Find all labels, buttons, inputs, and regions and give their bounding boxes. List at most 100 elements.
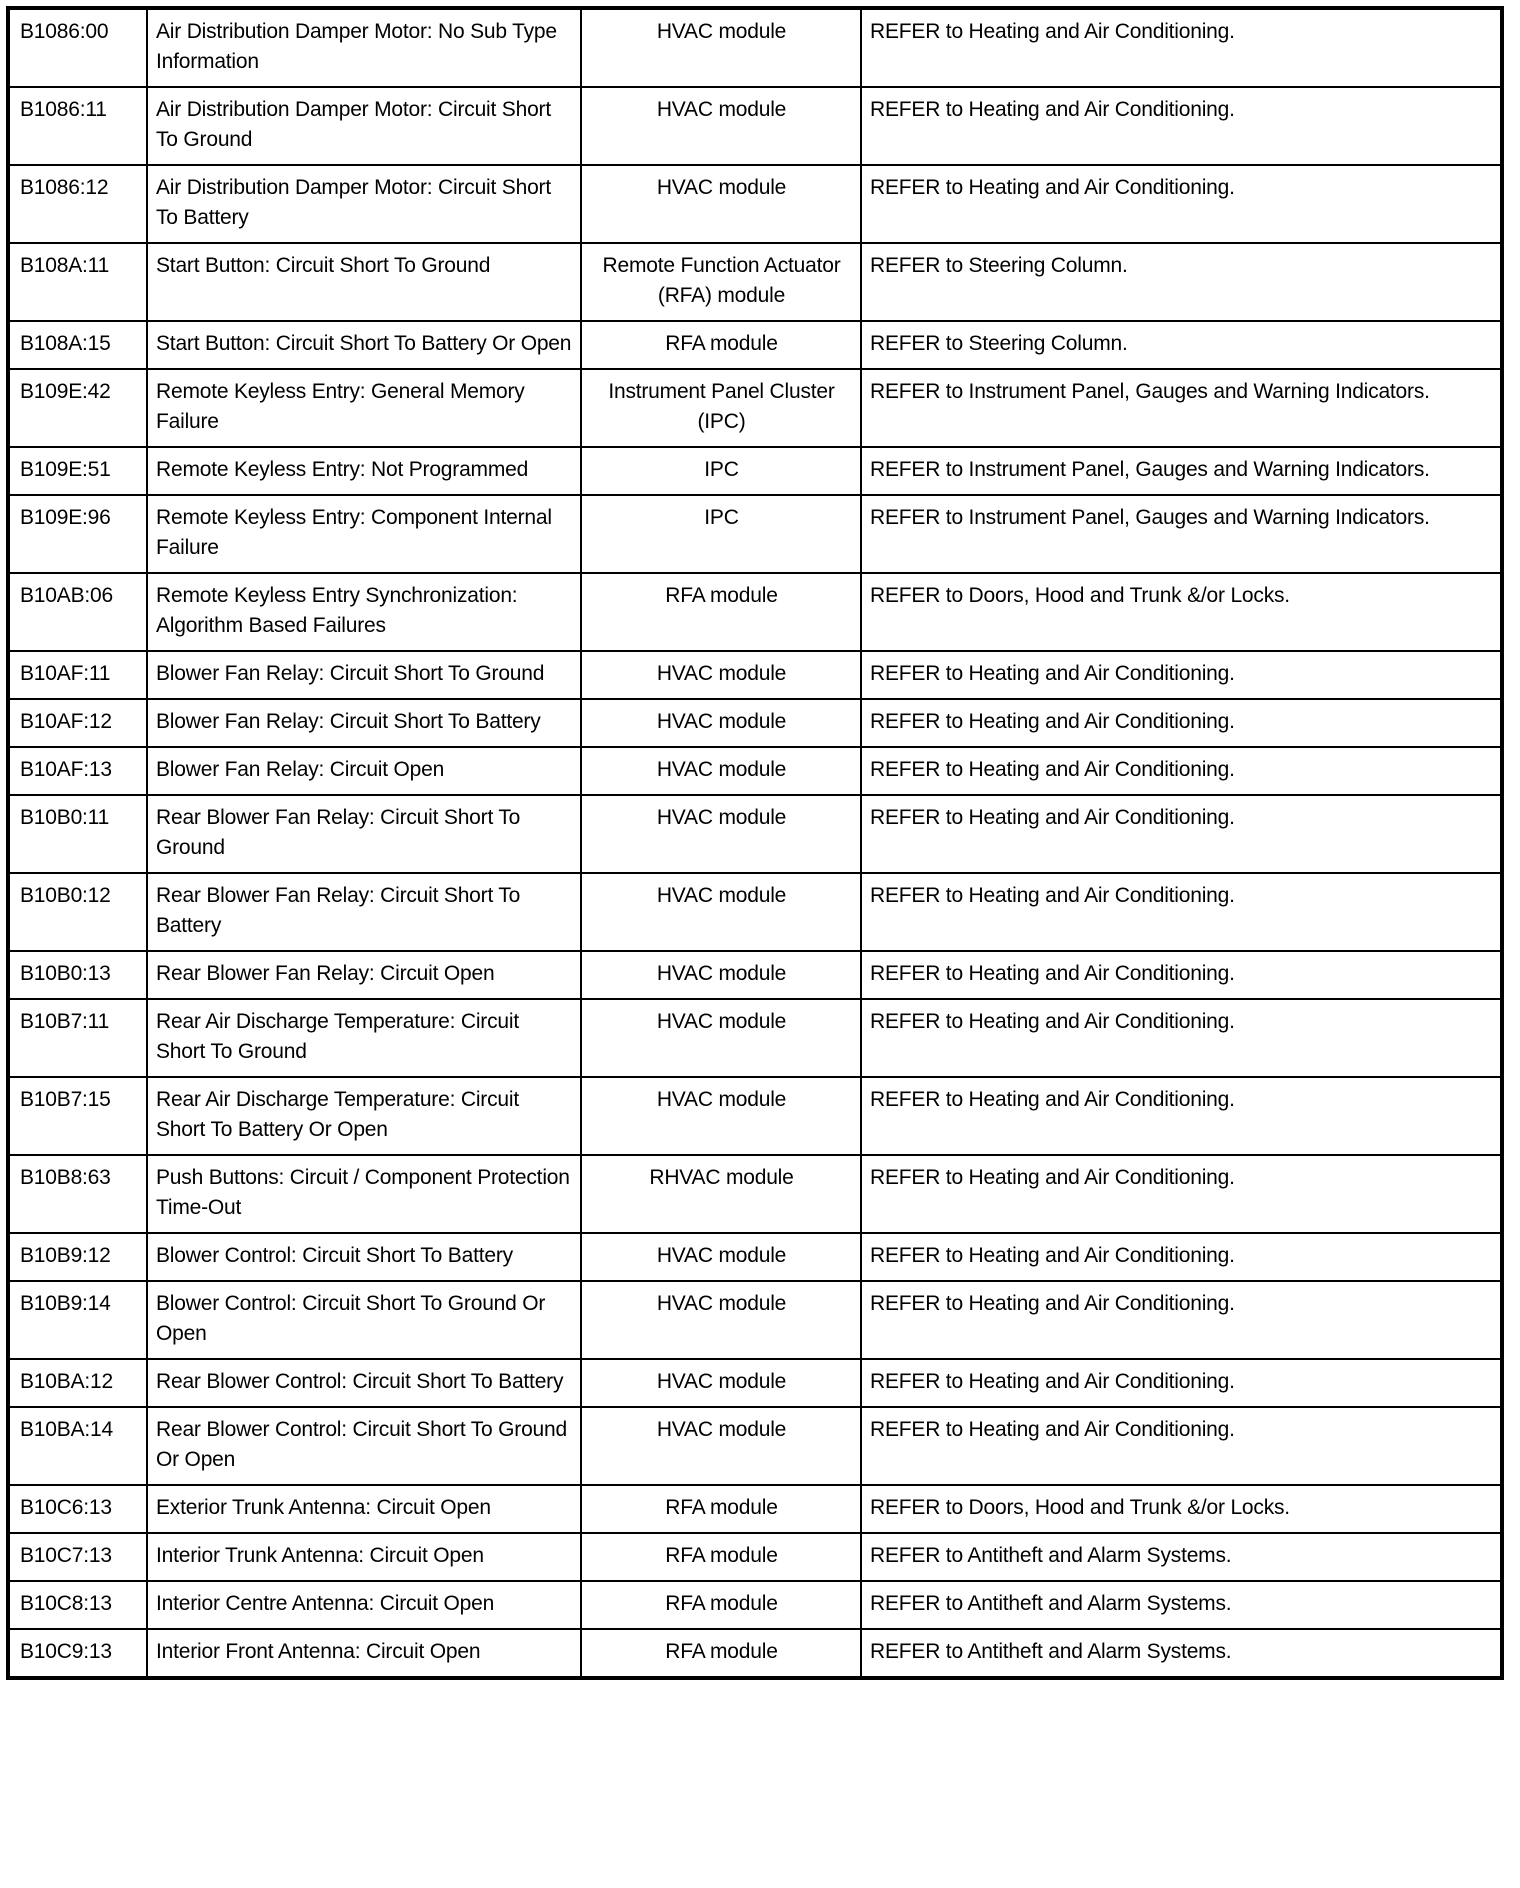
module-name: HVAC module [580,164,862,244]
dtc-description: Rear Blower Fan Relay: Circuit Short To … [146,872,582,952]
module-name: HVAC module [580,86,862,166]
action-text: REFER to Doors, Hood and Trunk &/or Lock… [860,572,1503,652]
dtc-description: Air Distribution Damper Motor: Circuit S… [146,86,582,166]
table-row: B108A:11 Start Button: Circuit Short To G… [7,242,1503,322]
table-row: B108A:15 Start Button: Circuit Short To B… [7,320,1503,370]
action-text: REFER to Heating and Air Conditioning. [860,698,1503,748]
dtc-description: Air Distribution Damper Motor: Circuit S… [146,164,582,244]
dtc-code: B109E:42 [7,368,148,448]
action-text: REFER to Heating and Air Conditioning. [860,1232,1503,1282]
dtc-description: Rear Air Discharge Temperature: Circuit … [146,998,582,1078]
action-text: REFER to Heating and Air Conditioning. [860,746,1503,796]
dtc-description: Air Distribution Damper Motor: No Sub Ty… [146,7,582,88]
dtc-code: B10B9:12 [7,1232,148,1282]
module-name: RFA module [580,1484,862,1534]
action-text: REFER to Heating and Air Conditioning. [860,1154,1503,1234]
dtc-description: Rear Blower Fan Relay: Circuit Open [146,950,582,1000]
dtc-code: B10B0:13 [7,950,148,1000]
dtc-description: Remote Keyless Entry: General Memory Fai… [146,368,582,448]
dtc-description: Interior Centre Antenna: Circuit Open [146,1580,582,1630]
dtc-code: B10B7:11 [7,998,148,1078]
dtc-code: B10C8:13 [7,1580,148,1630]
dtc-description: Remote Keyless Entry: Component Internal… [146,494,582,574]
dtc-description: Blower Control: Circuit Short To Battery [146,1232,582,1282]
module-name: HVAC module [580,1280,862,1360]
dtc-code: B1086:11 [7,86,148,166]
table-row: B10BA:14 Rear Blower Control: Circuit Sho… [7,1406,1503,1486]
dtc-description: Rear Blower Control: Circuit Short To Ba… [146,1358,582,1408]
table-row: B10B0:11 Rear Blower Fan Relay: Circuit S… [7,794,1503,874]
table-row: B10AF:13 Blower Fan Relay: Circuit Open HV… [7,746,1503,796]
table-row: B1086:00 Air Distribution Damper Motor: N… [7,7,1503,88]
table-row: B10B8:63 Push Buttons: Circuit / Componen… [7,1154,1503,1234]
action-text: REFER to Heating and Air Conditioning. [860,1358,1503,1408]
module-name: HVAC module [580,7,862,88]
action-text: REFER to Heating and Air Conditioning. [860,950,1503,1000]
module-name: HVAC module [580,698,862,748]
table-row: B10C7:13 Interior Trunk Antenna: Circuit … [7,1532,1503,1582]
module-name: HVAC module [580,950,862,1000]
table-row: B10C8:13 Interior Centre Antenna: Circuit… [7,1580,1503,1630]
table-row: B109E:51 Remote Keyless Entry: Not Progra… [7,446,1503,496]
table-row: B1086:11 Air Distribution Damper Motor: C… [7,86,1503,166]
dtc-description: Remote Keyless Entry: Not Programmed [146,446,582,496]
table-row: B10AF:12 Blower Fan Relay: Circuit Short … [7,698,1503,748]
dtc-code: B108A:11 [7,242,148,322]
dtc-code: B1086:00 [7,7,148,88]
action-text: REFER to Heating and Air Conditioning. [860,650,1503,700]
dtc-code: B109E:51 [7,446,148,496]
action-text: REFER to Antitheft and Alarm Systems. [860,1580,1503,1630]
dtc-description: Rear Blower Fan Relay: Circuit Short To … [146,794,582,874]
table-row: B10B7:15 Rear Air Discharge Temperature: … [7,1076,1503,1156]
dtc-code: B10B9:14 [7,1280,148,1360]
module-name: IPC [580,494,862,574]
dtc-code: B10C6:13 [7,1484,148,1534]
dtc-description: Blower Control: Circuit Short To Ground … [146,1280,582,1360]
dtc-table-body: B1086:00 Air Distribution Damper Motor: N… [7,7,1503,1679]
dtc-code: B10B8:63 [7,1154,148,1234]
module-name: HVAC module [580,1406,862,1486]
table-row: B10BA:12 Rear Blower Control: Circuit Sho… [7,1358,1503,1408]
dtc-description: Blower Fan Relay: Circuit Open [146,746,582,796]
dtc-code: B10C9:13 [7,1628,148,1679]
module-name: IPC [580,446,862,496]
module-name: RFA module [580,1628,862,1679]
table-row: B10AF:11 Blower Fan Relay: Circuit Short … [7,650,1503,700]
table-row: B109E:42 Remote Keyless Entry: General Me… [7,368,1503,448]
dtc-code: B10B0:11 [7,794,148,874]
module-name: HVAC module [580,746,862,796]
dtc-code: B10BA:12 [7,1358,148,1408]
module-name: HVAC module [580,1358,862,1408]
dtc-description: Start Button: Circuit Short To Battery O… [146,320,582,370]
dtc-table: B1086:00 Air Distribution Damper Motor: N… [6,6,1504,1680]
table-row: B10AB:06 Remote Keyless Entry Synchroniza… [7,572,1503,652]
action-text: REFER to Heating and Air Conditioning. [860,794,1503,874]
table-row: B10B0:12 Rear Blower Fan Relay: Circuit S… [7,872,1503,952]
table-row: B10B7:11 Rear Air Discharge Temperature: … [7,998,1503,1078]
action-text: REFER to Steering Column. [860,242,1503,322]
module-name: HVAC module [580,794,862,874]
dtc-code: B1086:12 [7,164,148,244]
action-text: REFER to Heating and Air Conditioning. [860,86,1503,166]
dtc-description: Start Button: Circuit Short To Ground [146,242,582,322]
action-text: REFER to Heating and Air Conditioning. [860,1280,1503,1360]
dtc-description: Exterior Trunk Antenna: Circuit Open [146,1484,582,1534]
action-text: REFER to Instrument Panel, Gauges and Wa… [860,446,1503,496]
dtc-description: Blower Fan Relay: Circuit Short To Batte… [146,698,582,748]
table-row: B10B9:14 Blower Control: Circuit Short To… [7,1280,1503,1360]
table-row: B10B9:12 Blower Control: Circuit Short To… [7,1232,1503,1282]
dtc-code: B108A:15 [7,320,148,370]
dtc-description: Rear Blower Control: Circuit Short To Gr… [146,1406,582,1486]
action-text: REFER to Heating and Air Conditioning. [860,872,1503,952]
dtc-code: B10AF:13 [7,746,148,796]
module-name: RHVAC module [580,1154,862,1234]
action-text: REFER to Heating and Air Conditioning. [860,1076,1503,1156]
action-text: REFER to Heating and Air Conditioning. [860,1406,1503,1486]
dtc-code: B109E:96 [7,494,148,574]
action-text: REFER to Antitheft and Alarm Systems. [860,1628,1503,1679]
dtc-description: Interior Front Antenna: Circuit Open [146,1628,582,1679]
dtc-code: B10C7:13 [7,1532,148,1582]
table-row: B109E:96 Remote Keyless Entry: Component … [7,494,1503,574]
action-text: REFER to Steering Column. [860,320,1503,370]
dtc-code: B10B7:15 [7,1076,148,1156]
